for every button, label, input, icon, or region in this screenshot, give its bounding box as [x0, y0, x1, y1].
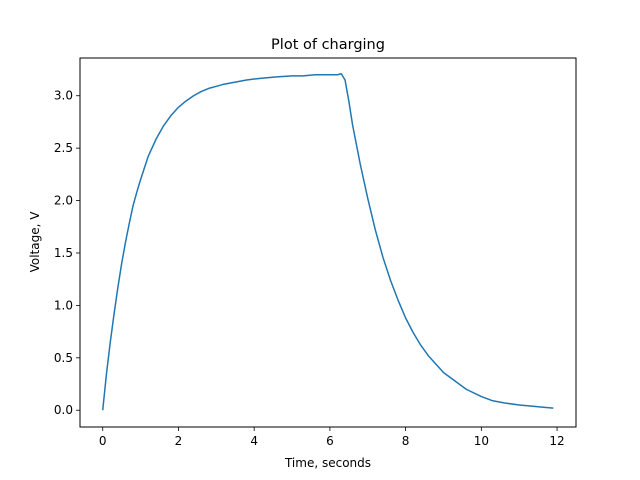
plot-frame — [79, 57, 577, 428]
x-tick-label: 8 — [402, 434, 410, 448]
x-axis-label: Time, seconds — [284, 456, 371, 470]
x-tick-label: 10 — [474, 434, 489, 448]
x-ticks: 0 2 4 6 8 10 12 — [99, 427, 565, 448]
y-tick-label: 2.5 — [54, 141, 73, 155]
y-tick-label: 2.0 — [54, 194, 73, 208]
y-tick-label: 1.5 — [54, 246, 73, 260]
chart-title: Plot of charging — [271, 37, 385, 53]
series-line-0 — [101, 72, 554, 411]
x-tick-label: 4 — [250, 434, 258, 448]
y-tick-label: 1.0 — [54, 298, 73, 312]
x-tick-label: 12 — [549, 434, 564, 448]
x-tick-label: 6 — [326, 434, 334, 448]
y-ticks: 0.0 0.5 1.0 1.5 2.0 2.5 3.0 — [54, 89, 80, 417]
y-axis-label: Voltage, V — [28, 211, 42, 273]
y-tick-label: 0.0 — [54, 403, 73, 417]
x-tick-label: 2 — [175, 434, 183, 448]
x-tick-label: 0 — [99, 434, 107, 448]
series-layer — [101, 72, 554, 411]
y-tick-label: 3.0 — [54, 89, 73, 103]
y-tick-label: 0.5 — [54, 351, 73, 365]
